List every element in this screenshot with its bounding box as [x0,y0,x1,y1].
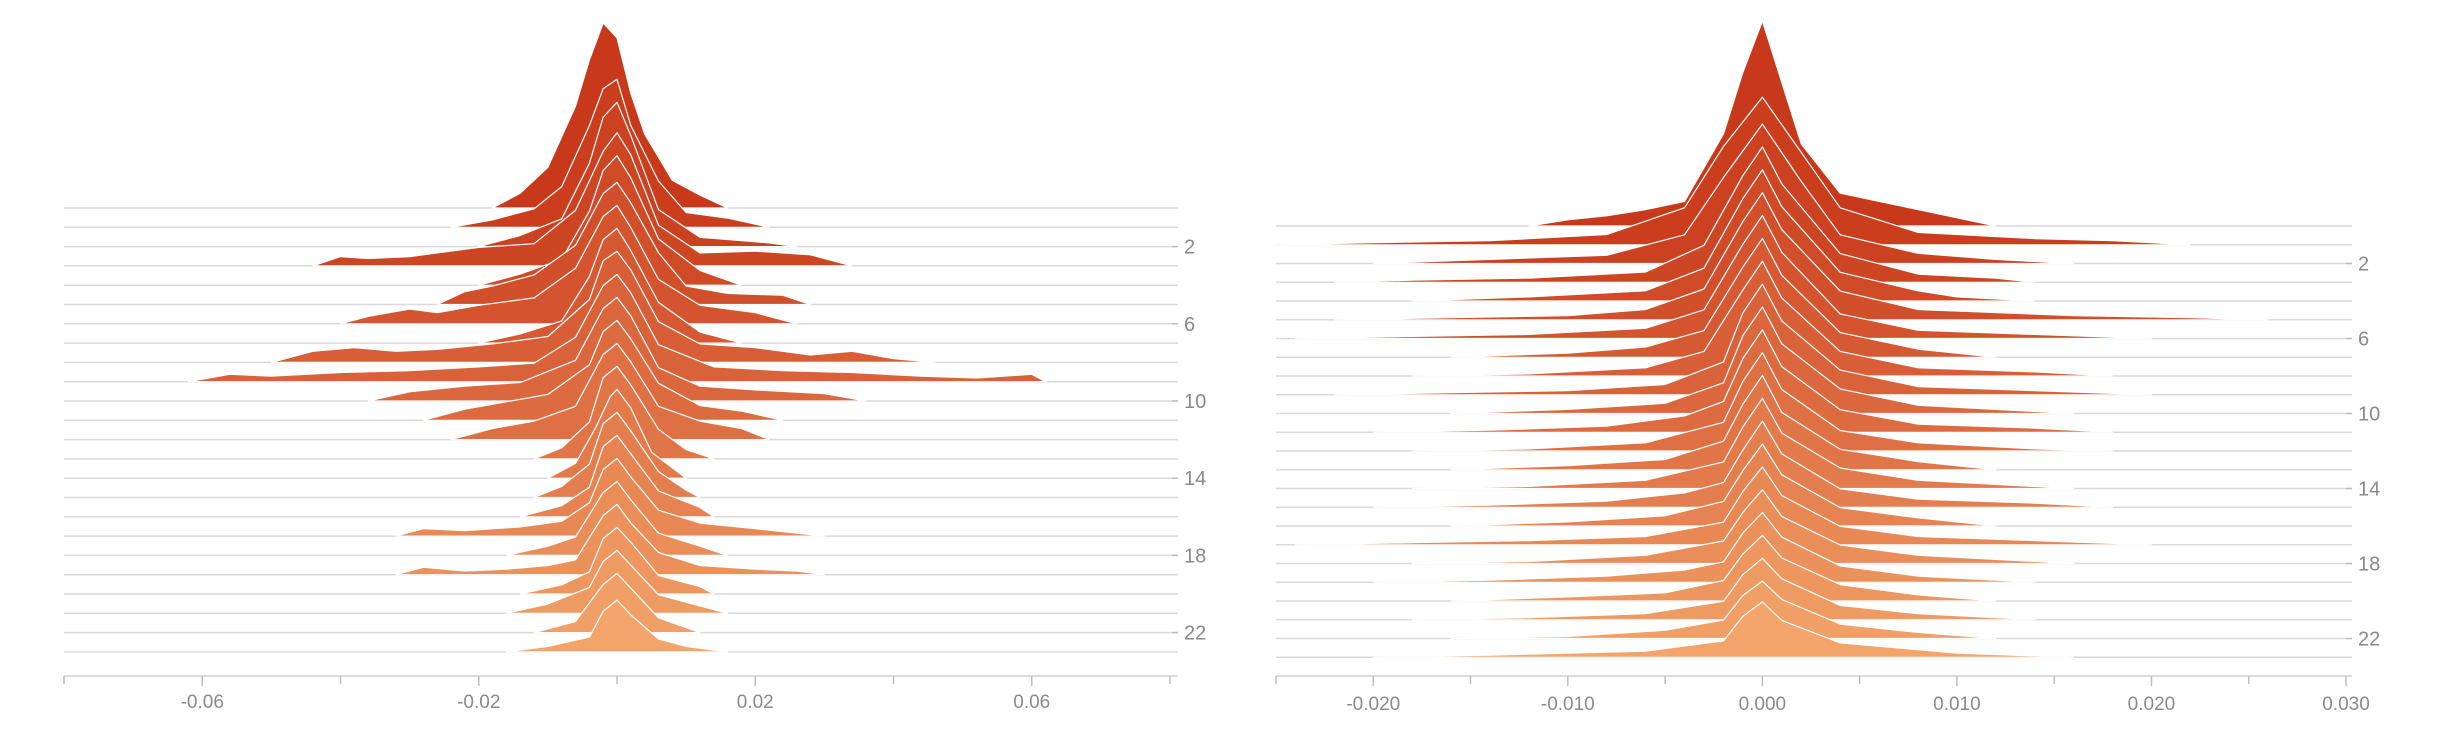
step-label: 18 [1184,545,1206,567]
ridge-area-step-6 [1294,214,2153,340]
ridgeline-chart-left: -0.06 -0.02 0.02 0.06 2 6 10 14 18 22 [63,22,1206,713]
step-label: 10 [2358,404,2380,426]
ridgeline-chart-right-svg: -0.020 -0.010 0.000 0.010 0.020 0.030 2 6 10 14 18… [1275,20,2380,715]
ridgeline-chart-right: -0.020 -0.010 0.000 0.010 0.020 0.030 2 6 10 14 18… [1224,0,2446,738]
step-label: 22 [2358,629,2380,651]
x-tick-label: 0.000 [1739,694,1787,715]
ridge-area-step-21 [1411,557,2036,621]
step-label: 18 [2358,554,2380,576]
step-label: 2 [1184,237,1195,259]
x-tick-label: -0.02 [457,692,500,713]
ridge-area-step-14 [1411,397,2075,490]
step-label: 14 [1184,468,1206,490]
x-tick-label: 0.06 [1013,692,1050,713]
ridge-area-step-3 [1333,146,2036,283]
ridge-area-step-17 [1294,466,2153,546]
step-label: 22 [1184,623,1206,645]
ridge-area-step-22 [1450,580,1997,640]
ridgeline-chart-left-svg: -0.06 -0.02 0.02 0.06 2 6 10 14 18 22 [63,22,1206,713]
step-label: 2 [2358,254,2369,276]
step-label: 6 [2358,329,2369,351]
x-tick-label: 0.02 [737,692,774,713]
ridge-area-step-20 [1450,534,1997,602]
x-tick-label: -0.06 [181,692,224,713]
ridge-area-step-13 [1450,374,1997,471]
step-label: 14 [2358,479,2380,501]
ridges [187,22,1047,653]
ridge-area-step-5 [1333,192,2269,321]
ridge-area-step-23 [1372,601,2075,658]
ridge-area-step-3 [312,132,853,267]
ridge-area-step-16 [1450,443,1997,527]
ridge-area-step-2 [1372,123,2075,265]
ridge-area-step-4 [1411,169,2036,302]
x-tick-label: -0.020 [1346,694,1400,715]
ridge-area-step-19 [1372,511,2036,583]
step-label: 6 [1184,314,1195,336]
ridge-area-step-23 [505,599,729,653]
x-tick-label: 0.010 [1933,694,1981,715]
step-label: 10 [1184,391,1206,413]
x-tick-label: -0.010 [1541,694,1595,715]
ridge-area-step-15 [1372,420,2114,508]
ridges [1275,20,2269,658]
ridge-area-step-6 [339,204,798,325]
ridge-area-step-18 [1411,489,2075,565]
x-tick-label: 0.030 [2322,694,2370,715]
x-tick-label: 0.020 [2128,694,2176,715]
